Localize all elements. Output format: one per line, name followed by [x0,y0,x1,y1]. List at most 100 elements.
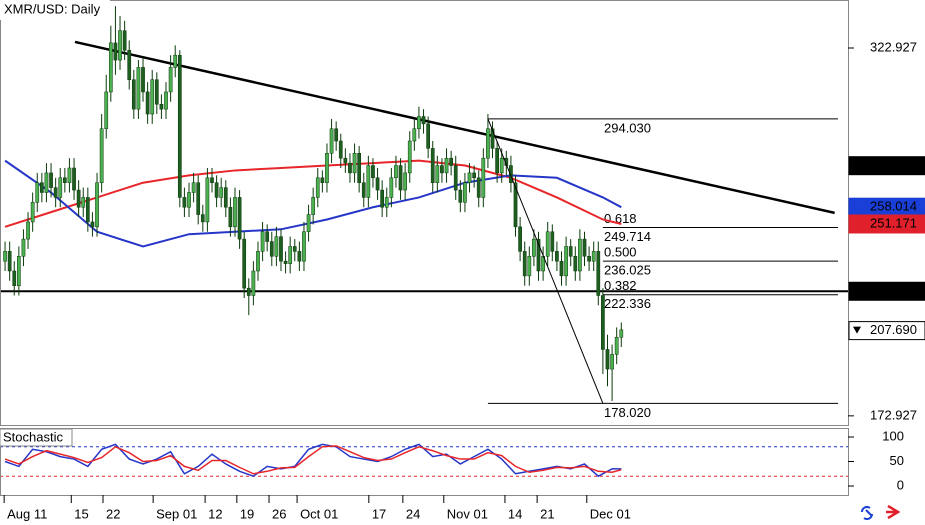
candle-body [12,270,17,286]
candle-body [472,172,476,179]
candle-body [145,91,150,115]
candle-body [62,177,67,183]
candle-body [610,354,614,370]
stochastic-tick-label: 100 [882,428,904,443]
candle-body [306,214,311,233]
candle-body [159,103,164,110]
candle-body [440,165,444,174]
candle-body [568,246,573,257]
candle-body [619,329,624,338]
stochastic-title-box [0,428,73,447]
candle-body [150,79,155,115]
candle-body [311,197,316,215]
price-tag-label: 258.014 [870,199,917,214]
candle-body [72,167,76,191]
x-tick-label: Nov 01 [447,506,488,521]
candle-body [173,54,178,68]
candle-body [536,238,541,272]
candle-body [614,336,619,355]
candle-body [191,182,196,193]
candle-body [297,251,302,262]
plot-layers: 294.030249.7140.618236.0250.500222.3360.… [0,6,848,478]
candle-body [104,91,109,130]
candle-body [495,148,499,174]
price-tag [848,156,925,176]
candle-body [453,165,458,191]
price-arrow [853,326,861,334]
candle-body [58,177,63,198]
title-box [0,0,110,20]
price-tag-label: 251.171 [870,215,917,230]
candle-body [17,256,21,286]
candle-body [315,177,320,198]
candle-body [67,167,72,183]
candle-body [242,238,247,289]
candle-body [187,192,191,208]
candle-body [499,157,504,174]
candle-body [371,165,375,179]
candle-body [90,221,95,228]
fib-value-label: 236.025 [604,263,651,278]
candle-body [200,214,205,223]
candle-body [76,189,81,208]
candle-body [605,349,610,370]
candle-body [127,50,132,80]
toolbar-icons[interactable] [861,504,901,520]
candle-body [435,165,440,183]
candle-body [233,197,237,228]
candle-body [292,246,297,252]
price-tag-label: 223.730 [870,283,917,298]
candle-body [527,256,532,277]
candle-body [196,182,201,215]
candle-body [407,140,412,174]
x-tick-label: 22 [106,506,120,521]
candle-body [522,251,527,277]
candle-body [380,189,385,208]
x-tick-label: Dec 01 [590,506,631,521]
candle-body [279,236,283,262]
candle-body [265,231,270,242]
candle-body [532,238,536,257]
stochastic-line [4,443,622,478]
candle-body [467,172,472,183]
arrow-icon[interactable] [886,504,901,520]
candle-body [449,157,453,166]
fib-value-label: 249.714 [604,229,651,244]
candle-body [384,197,389,208]
candle-body [44,172,49,193]
fib-value-label: 178.020 [604,405,651,420]
fib-ratio-label: 0.382 [604,278,637,293]
candle-body [141,67,145,93]
candle-body [366,165,371,198]
candle-body [251,270,256,296]
candle-body [412,128,417,142]
candle-body [596,251,601,296]
candle-body [131,79,136,110]
stochastic-title: Stochastic [3,429,63,444]
candle-body [582,238,587,257]
candle-body [463,182,467,203]
candle-body [513,182,518,228]
trendline [74,40,835,215]
moving-average [4,159,622,248]
fib-value-label: 294.030 [604,120,651,135]
x-tick-label: 15 [74,506,88,521]
main-plot: 294.030249.7140.618236.0250.500222.3360.… [0,6,848,420]
stochastic-tick-label: 50 [890,453,904,468]
candle-body [99,128,104,183]
candle-body [421,116,426,125]
link-icon[interactable] [861,506,873,520]
candle-body [398,165,403,191]
stochastic-tick-label: 0 [897,477,904,492]
candle-body [85,197,90,223]
candle-body [26,221,30,240]
candle-body [154,79,159,105]
candle-body [177,54,182,198]
price-tag-label: 274.939 [870,157,917,172]
candle-body [228,206,233,228]
candle-body [7,251,12,272]
candle-body [182,197,187,208]
candle-body [53,187,58,198]
candle-body [329,128,334,154]
